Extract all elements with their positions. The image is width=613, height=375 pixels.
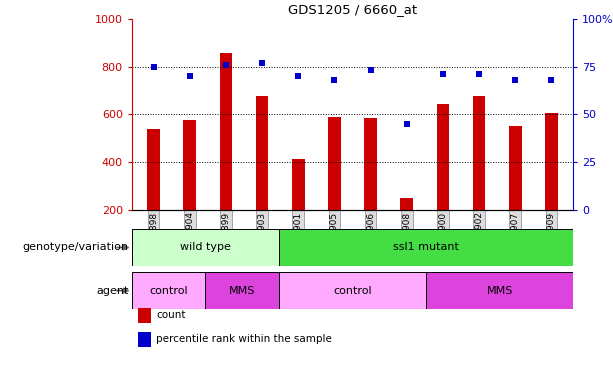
Point bbox=[257, 60, 267, 66]
Bar bbox=[205, 272, 279, 309]
Point bbox=[438, 71, 448, 77]
Point bbox=[511, 77, 520, 83]
Bar bbox=[509, 126, 522, 210]
Bar bbox=[545, 113, 558, 210]
Text: MMS: MMS bbox=[486, 286, 513, 296]
Bar bbox=[219, 53, 232, 210]
Bar bbox=[147, 129, 160, 210]
Bar bbox=[132, 272, 205, 309]
Bar bbox=[364, 118, 377, 210]
Point bbox=[185, 73, 194, 79]
Text: count: count bbox=[156, 310, 186, 320]
Bar bbox=[132, 229, 279, 266]
Point bbox=[366, 68, 376, 74]
Text: control: control bbox=[149, 286, 188, 296]
Text: genotype/variation: genotype/variation bbox=[23, 243, 129, 252]
Point bbox=[329, 77, 339, 83]
Bar bbox=[400, 198, 413, 210]
Text: ssl1 mutant: ssl1 mutant bbox=[393, 243, 459, 252]
Bar bbox=[183, 120, 196, 210]
Bar bbox=[328, 117, 341, 210]
Bar bbox=[426, 272, 573, 309]
Bar bbox=[279, 229, 573, 266]
Point bbox=[221, 62, 230, 68]
Point bbox=[402, 121, 412, 127]
Point bbox=[547, 77, 557, 83]
Text: percentile rank within the sample: percentile rank within the sample bbox=[156, 334, 332, 344]
Point bbox=[293, 73, 303, 79]
Bar bbox=[473, 96, 485, 210]
Text: control: control bbox=[333, 286, 372, 296]
Point bbox=[474, 71, 484, 77]
Bar bbox=[279, 272, 426, 309]
Title: GDS1205 / 6660_at: GDS1205 / 6660_at bbox=[288, 3, 417, 16]
Text: wild type: wild type bbox=[180, 243, 230, 252]
Bar bbox=[292, 159, 305, 210]
Bar bbox=[256, 96, 268, 210]
Point bbox=[148, 63, 158, 70]
Bar bbox=[436, 104, 449, 210]
Text: agent: agent bbox=[96, 286, 129, 296]
Text: MMS: MMS bbox=[229, 286, 256, 296]
